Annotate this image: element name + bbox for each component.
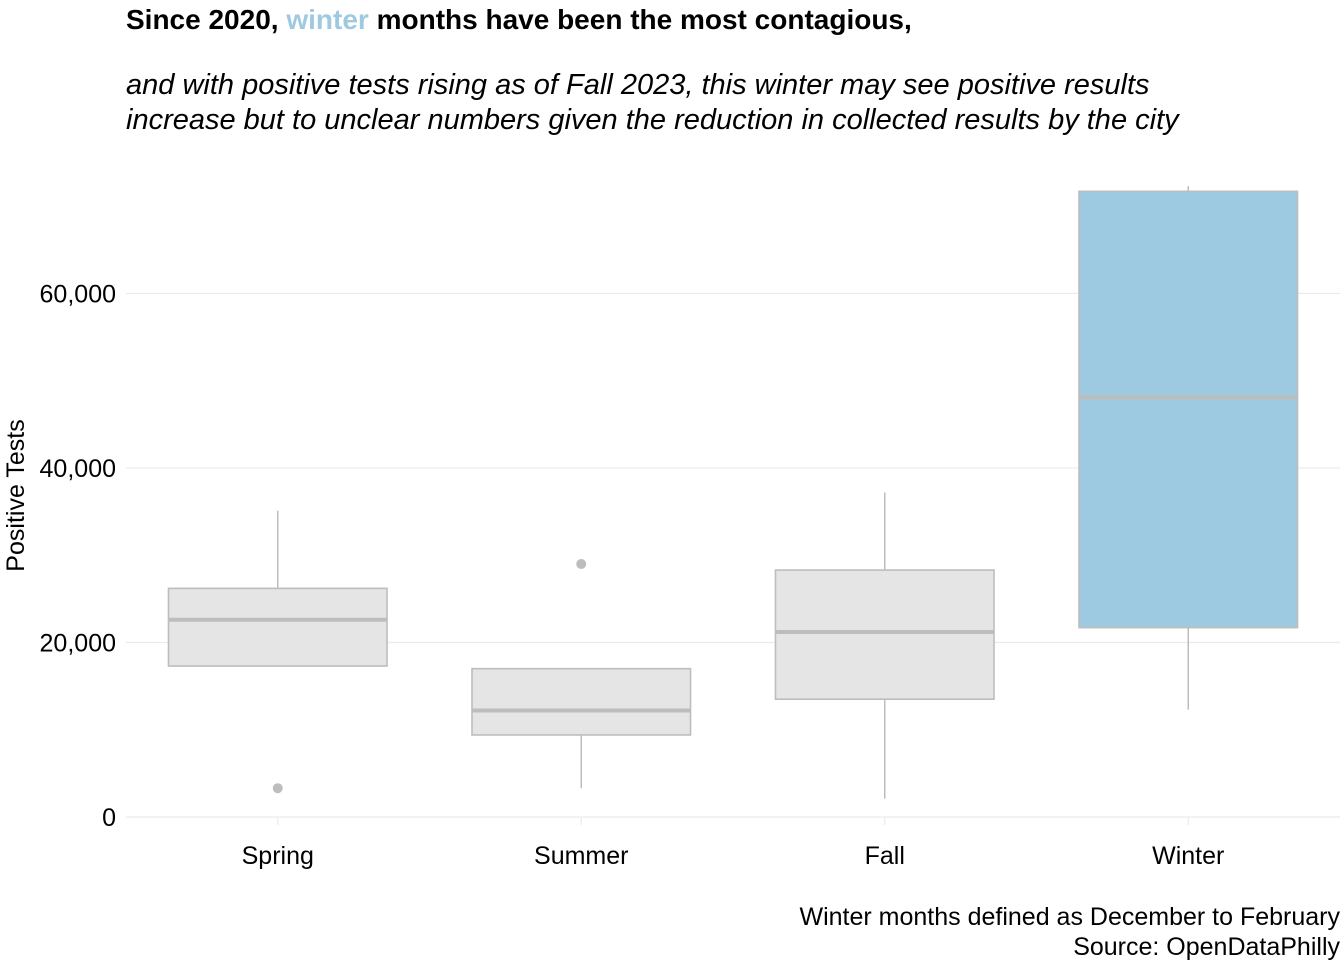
box-winter bbox=[1078, 190, 1299, 629]
x-tick-label: Winter bbox=[1152, 842, 1224, 870]
title-highlight: winter bbox=[286, 4, 369, 35]
title-after: months have been the most contagious, bbox=[368, 4, 912, 35]
y-tick-label: 60,000 bbox=[40, 280, 116, 308]
box-fall bbox=[774, 569, 995, 700]
subtitle-line-2: increase but to unclear numbers given th… bbox=[126, 104, 1179, 136]
x-tick-label: Summer bbox=[534, 842, 628, 870]
y-tick-label: 20,000 bbox=[40, 629, 116, 657]
outlier-point bbox=[576, 558, 587, 569]
x-tick-label: Spring bbox=[242, 842, 314, 870]
caption-line-2: Source: OpenDataPhilly bbox=[1073, 933, 1340, 961]
box-summer bbox=[471, 667, 692, 736]
y-tick-label: 40,000 bbox=[40, 455, 116, 483]
subtitle-line-1: and with positive tests rising as of Fal… bbox=[126, 69, 1150, 101]
chart-caption: Winter months defined as December to Feb… bbox=[799, 902, 1340, 962]
title-before: Since 2020, bbox=[126, 4, 287, 35]
y-axis-label: Positive Tests bbox=[2, 419, 30, 571]
chart-subtitle: and with positive tests rising as of Fal… bbox=[126, 68, 1179, 138]
caption-line-1: Winter months defined as December to Feb… bbox=[799, 903, 1340, 931]
y-tick-label: 0 bbox=[102, 804, 116, 832]
box-spring bbox=[167, 587, 388, 667]
outlier-point bbox=[272, 783, 283, 794]
x-tick-label: Fall bbox=[865, 842, 905, 870]
chart-title: Since 2020, winter months have been the … bbox=[126, 4, 912, 36]
